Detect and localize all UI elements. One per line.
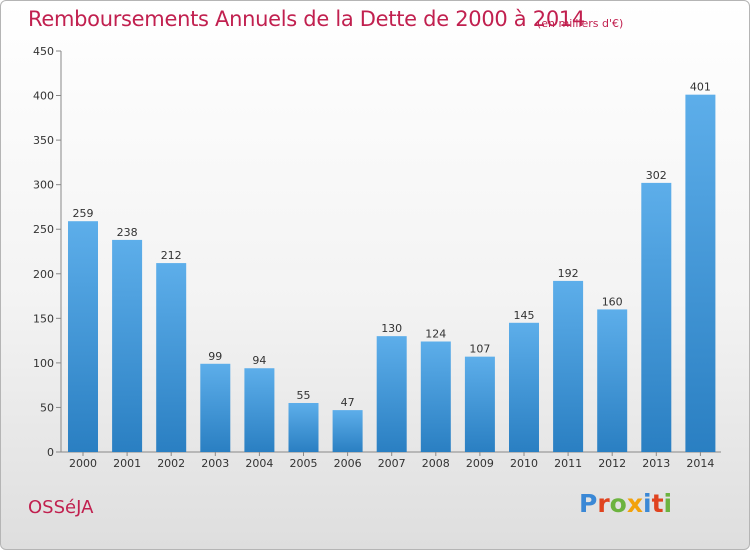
x-tick-label: 2013 xyxy=(642,457,670,470)
bar xyxy=(244,368,275,452)
bar-value-label: 107 xyxy=(469,343,490,356)
bar xyxy=(68,221,98,452)
logo-letter: i xyxy=(643,489,652,518)
x-tick-label: 2000 xyxy=(69,457,97,470)
bar xyxy=(641,182,672,452)
y-tick-label: 450 xyxy=(33,45,54,58)
logo-letter: x xyxy=(626,489,643,518)
x-tick-label: 2004 xyxy=(245,457,273,470)
x-tick-label: 2006 xyxy=(334,457,362,470)
x-tick-label: 2001 xyxy=(113,457,141,470)
bar-value-label: 145 xyxy=(514,309,535,322)
chart-axes: 0 50 100 150 200 250 300 350 400 450 2000 2001 2002 2… xyxy=(33,45,721,470)
x-tick-label: 2010 xyxy=(510,457,538,470)
bar-value-label: 160 xyxy=(602,295,623,308)
x-tick-label: 2012 xyxy=(598,457,626,470)
bar xyxy=(332,410,363,452)
logo-letter: r xyxy=(597,489,610,518)
y-tick-label: 300 xyxy=(33,179,54,192)
bar xyxy=(509,322,539,452)
logo-letter: t xyxy=(651,489,664,518)
bar xyxy=(156,263,187,452)
y-tick-label: 0 xyxy=(47,446,54,459)
bar xyxy=(685,94,716,453)
y-tick-label: 150 xyxy=(33,312,54,325)
x-tick-label: 2009 xyxy=(466,457,494,470)
bar-value-label: 192 xyxy=(558,267,579,280)
logo-letter: o xyxy=(609,489,627,518)
x-tick-label: 2002 xyxy=(157,457,185,470)
bar xyxy=(112,239,143,452)
bar xyxy=(464,356,495,452)
bar-value-label: 259 xyxy=(73,207,94,220)
bar-value-label: 94 xyxy=(252,354,266,367)
bar xyxy=(376,336,407,452)
y-tick-label: 50 xyxy=(40,401,54,414)
bar xyxy=(597,309,628,452)
chart-title: Remboursements Annuels de la Dette de 20… xyxy=(28,7,585,31)
bar xyxy=(420,341,451,452)
bar xyxy=(553,280,584,452)
logo-letter: i xyxy=(663,489,673,518)
bar-value-label: 47 xyxy=(341,396,355,409)
proxiti-logo[interactable]: Proxiti xyxy=(579,489,689,523)
bar-value-label: 130 xyxy=(381,322,402,335)
x-tick-label: 2003 xyxy=(201,457,229,470)
commune-name: OSSéJA xyxy=(28,497,94,518)
chart-unit: (en milliers d'€) xyxy=(537,17,624,30)
y-tick-label: 400 xyxy=(33,90,54,103)
bar xyxy=(288,402,319,452)
chart-bars: 259 238 212 99 94 55 47 130 124 107 145 192 160 302 40… xyxy=(68,81,716,453)
x-tick-label: 2011 xyxy=(554,457,582,470)
bar-value-label: 55 xyxy=(297,389,311,402)
logo-letter: P xyxy=(579,489,598,518)
x-tick-label: 2005 xyxy=(290,457,318,470)
x-tick-label: 2008 xyxy=(422,457,450,470)
bar-value-label: 124 xyxy=(425,328,446,341)
bar xyxy=(200,363,231,452)
bar-value-label: 99 xyxy=(208,350,222,363)
bar-value-label: 401 xyxy=(690,81,711,94)
x-tick-label: 2007 xyxy=(378,457,406,470)
x-tick-label: 2014 xyxy=(686,457,714,470)
bar-value-label: 212 xyxy=(161,249,182,262)
y-tick-label: 350 xyxy=(33,134,54,147)
y-tick-label: 100 xyxy=(33,357,54,370)
bar-value-label: 238 xyxy=(117,226,138,239)
y-tick-label: 200 xyxy=(33,268,54,281)
y-tick-label: 250 xyxy=(33,223,54,236)
bar-value-label: 302 xyxy=(646,169,667,182)
